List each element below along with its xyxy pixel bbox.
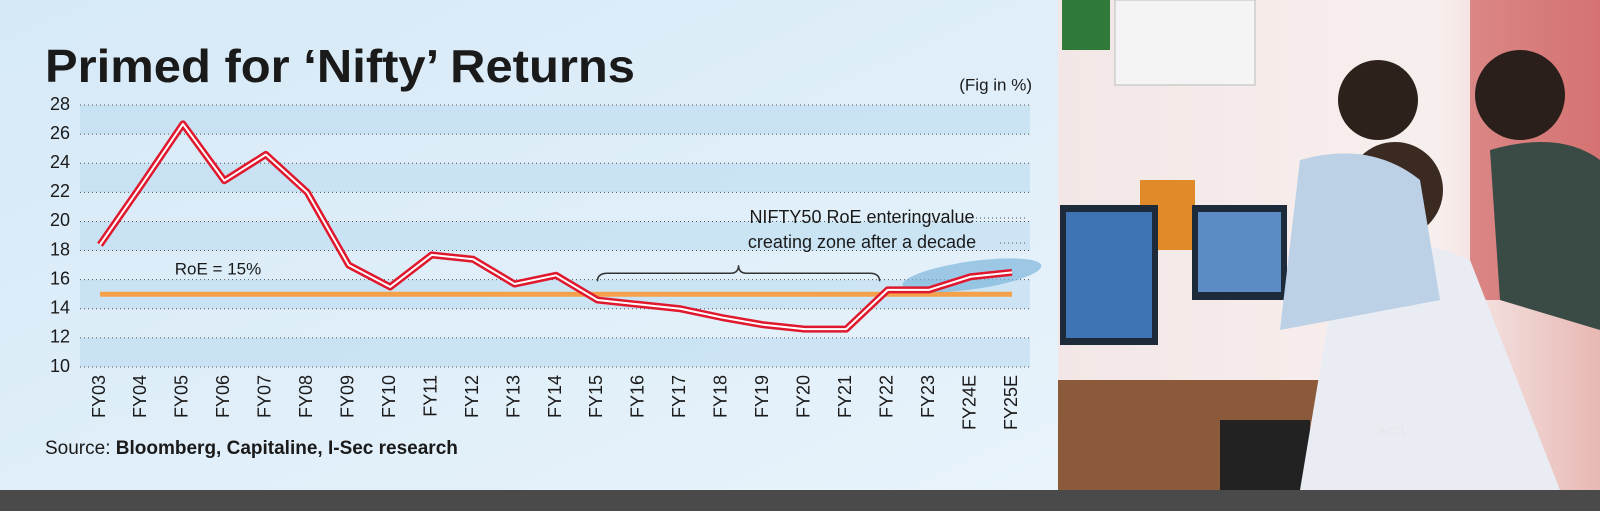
y-tick-label: 24: [50, 152, 70, 172]
source: Source: Bloomberg, Capitaline, I-Sec res…: [45, 438, 458, 459]
x-tick-label: FY22: [876, 375, 896, 418]
x-tick-label: FY13: [503, 375, 523, 418]
x-tick-label: FY11: [420, 375, 440, 417]
y-tick-label: 16: [50, 268, 70, 288]
unit-note: (Fig in %): [959, 75, 1032, 94]
x-tick-label: FY25E: [1001, 375, 1021, 430]
y-tick-label: 20: [50, 210, 70, 230]
plot: 10 12 14 16 18 20 22 24 26 28 RoE = 15% NIFTY50 RoE…: [50, 94, 1042, 430]
x-tick-label: FY10: [379, 375, 399, 418]
source-prefix: Source:: [45, 438, 110, 459]
x-tick-label: FY18: [711, 375, 731, 418]
x-tick-label: FY15: [586, 375, 606, 418]
chart-title: Primed for ‘Nifty’ Returns: [45, 40, 635, 92]
photo: BCCL: [1058, 0, 1600, 490]
x-tick-label: FY04: [130, 375, 150, 418]
y-tick-label: 28: [50, 94, 70, 114]
x-tick-label: FY24E: [959, 375, 979, 430]
x-tick-label: FY05: [172, 375, 192, 418]
data-line-highlight: [99, 122, 1013, 331]
x-tick-label: FY08: [296, 375, 316, 418]
band: [80, 105, 1030, 135]
x-tick-label: FY20: [793, 375, 813, 418]
photo-watermark: BCCL: [1378, 426, 1407, 438]
y-tick-label: 12: [50, 327, 70, 347]
source-names: Bloomberg, Capitaline, I-Sec research: [116, 438, 458, 459]
x-tick-label: FY21: [835, 375, 855, 418]
x-tick-label: FY23: [918, 375, 938, 418]
y-tick-label: 18: [50, 239, 70, 259]
y-tick-label: 26: [50, 123, 70, 143]
band: [80, 337, 1030, 367]
annotation: creating zone after a decade: [748, 232, 976, 252]
x-tick-label: FY06: [213, 375, 233, 418]
x-tick-label: FY17: [669, 375, 689, 418]
annotation: NIFTY50 RoE enteringvalue: [749, 207, 974, 227]
x-tick-label: FY12: [462, 375, 482, 418]
y-tick-label: 10: [50, 356, 70, 376]
annotation-brace: [596, 265, 881, 282]
y-tick-label: 14: [50, 298, 70, 318]
reference-label: RoE = 15%: [175, 260, 261, 279]
x-tick-label: FY07: [255, 375, 275, 418]
x-tick-label: FY14: [545, 375, 565, 418]
footer-bar: [0, 490, 1600, 511]
band: [80, 221, 1030, 251]
x-tick-label: FY09: [337, 375, 357, 418]
x-tick-label: FY03: [89, 375, 109, 418]
x-tick-label: FY16: [628, 375, 648, 418]
y-tick-label: 22: [50, 181, 70, 201]
x-tick-label: FY19: [752, 375, 772, 418]
